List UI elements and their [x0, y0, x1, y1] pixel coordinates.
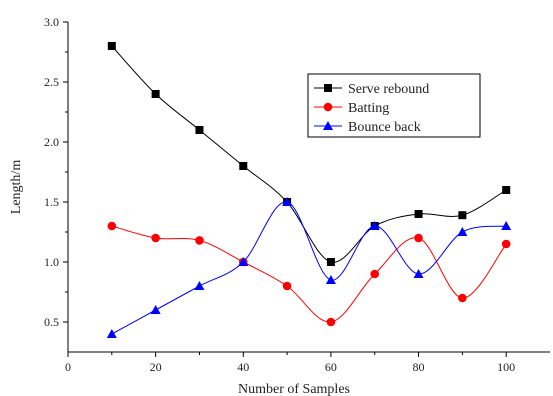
legend-label: Bounce back	[348, 120, 421, 135]
data-point	[282, 197, 293, 206]
data-point	[326, 258, 335, 266]
data-point	[414, 210, 423, 218]
data-point	[150, 305, 161, 314]
legend-marker	[323, 102, 333, 112]
data-point	[195, 236, 204, 245]
legend: Serve rebound Batting Bounce back	[307, 73, 481, 138]
data-point	[413, 269, 424, 278]
axes: 0 20 40 60 80 100 0.5 1.0 1.5 2.0 2.5 3.0 Number of …	[9, 15, 550, 396]
data-point	[151, 90, 160, 98]
series-layer	[106, 42, 512, 338]
y-tick-label: 3.0	[44, 15, 59, 29]
legend-label: Batting	[348, 101, 389, 116]
y-axis-title: Length/m	[9, 160, 24, 215]
data-point	[239, 162, 248, 170]
data-point	[369, 221, 380, 230]
y-tick-label: 1.0	[44, 255, 59, 269]
data-point	[457, 227, 468, 236]
series-line	[111, 45, 507, 263]
x-tick-label: 80	[413, 360, 425, 374]
legend-item: Serve rebound	[314, 82, 429, 97]
legend-item: Bounce back	[314, 120, 421, 135]
data-point	[501, 221, 512, 230]
legend-marker	[324, 84, 332, 92]
series-bounce-back	[106, 197, 512, 338]
x-tick-label: 20	[150, 360, 162, 374]
data-point	[107, 221, 117, 231]
legend-box	[307, 73, 481, 138]
legend-marker	[323, 121, 333, 130]
series-line	[111, 201, 507, 335]
data-point	[107, 42, 116, 50]
legend-label: Serve rebound	[348, 82, 429, 97]
x-tick-label: 100	[497, 360, 515, 374]
data-point	[282, 281, 292, 291]
y-tick-label: 1.5	[44, 195, 59, 209]
y-tick-label: 2.5	[44, 75, 59, 89]
y-tick-label: 2.0	[44, 135, 59, 149]
data-point	[414, 233, 423, 243]
y-tick-label: 0.5	[44, 315, 59, 329]
x-axis-title: Number of Samples	[238, 382, 350, 396]
data-point	[106, 329, 117, 338]
data-point	[501, 239, 511, 249]
data-point	[151, 233, 160, 243]
data-point	[326, 317, 336, 327]
data-point	[195, 126, 204, 134]
series-batting	[107, 221, 511, 327]
x-tick-label: 40	[237, 360, 249, 374]
x-tick-label: 60	[325, 360, 337, 374]
x-tick-label: 0	[65, 360, 71, 374]
data-point	[238, 257, 249, 266]
data-point	[325, 275, 336, 284]
data-point	[370, 269, 380, 279]
data-point	[458, 293, 467, 303]
data-point	[502, 186, 511, 194]
data-point	[458, 211, 467, 220]
series-line	[111, 225, 507, 323]
data-point	[194, 281, 205, 290]
legend-item: Batting	[314, 101, 389, 116]
